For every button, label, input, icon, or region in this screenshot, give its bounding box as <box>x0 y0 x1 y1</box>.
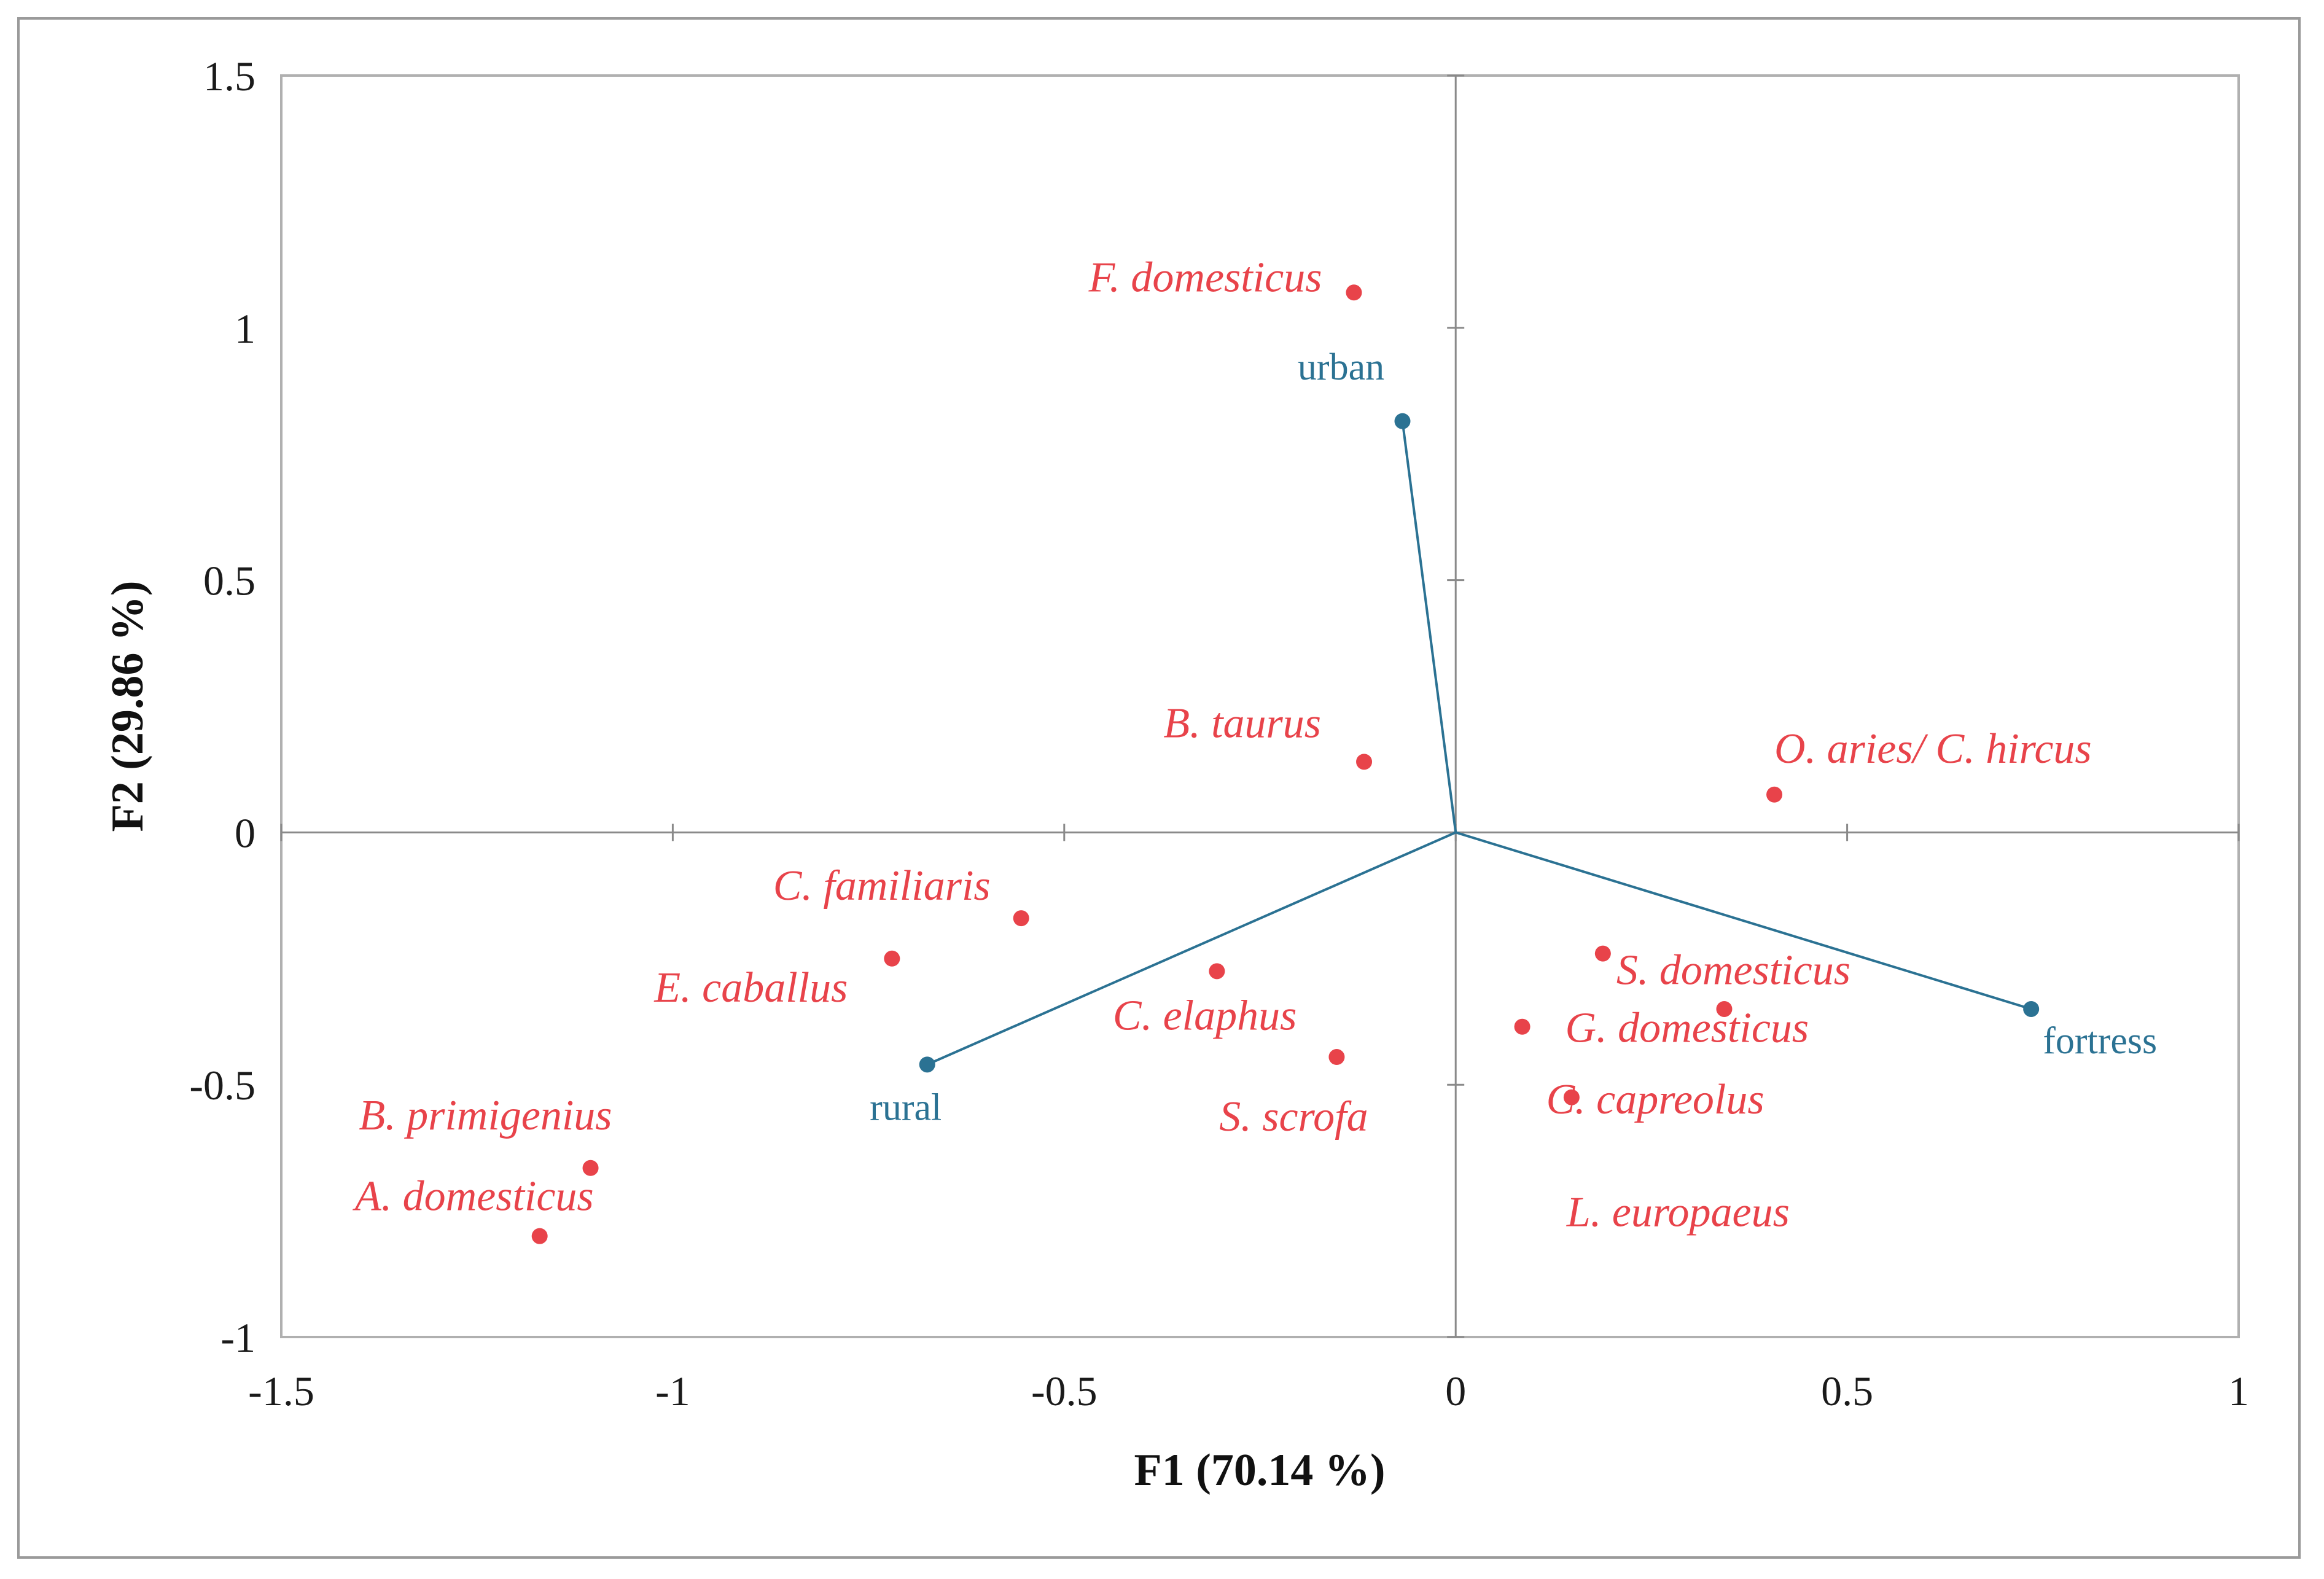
site-vector-fortress <box>1455 831 2032 1010</box>
x-tick-label: -0.5 <box>1031 1368 1098 1414</box>
species-label-o-aries-c-hircus: O. aries/ C. hircus <box>1774 725 2092 773</box>
species-label-e-caballus: E. caballus <box>653 964 848 1012</box>
species-label-a-domesticus: A. domesticus <box>353 1173 594 1220</box>
x-axis-title: F1 (70.14 %) <box>1134 1445 1386 1495</box>
species-label-c-familiaris: C. familiaris <box>773 862 991 910</box>
species-point-s-domesticus <box>1594 945 1611 962</box>
species-point-a-domesticus <box>531 1228 548 1244</box>
data-labels: F. domesticus B. taurus O. aries/ C. hircu… <box>353 254 2157 1236</box>
x-tick-label: 0.5 <box>1821 1368 1873 1414</box>
ticks-layer: -1 -0.5 0 0.5 1 1.5 -1.5 -1 -0.5 0 0.5 1 <box>189 53 2249 1414</box>
site-point-fortress <box>2023 1000 2040 1017</box>
species-label-l-europaeus: L. europaeus <box>1566 1189 1790 1236</box>
y-tick-label: -0.5 <box>189 1062 255 1109</box>
site-label-urban: urban <box>1298 346 1384 388</box>
site-label-fortress: fortress <box>2043 1020 2157 1062</box>
site-vectors <box>919 413 2040 1073</box>
species-label-c-capreolus: C. capreolus <box>1546 1076 1764 1123</box>
chart-frame: -1 -0.5 0 0.5 1 1.5 -1.5 -1 -0.5 0 0.5 1 F. domesti… <box>17 17 2301 1559</box>
biplot-chart: -1 -0.5 0 0.5 1 1.5 -1.5 -1 -0.5 0 0.5 1 F. domesti… <box>103 53 2249 1495</box>
y-tick-label: 1.5 <box>203 53 255 99</box>
species-point-g-domesticus <box>1514 1018 1530 1035</box>
axes-layer <box>281 76 2239 1337</box>
species-point-o-aries-c-hircus <box>1766 786 1783 803</box>
species-label-g-domesticus: G. domesticus <box>1566 1005 1809 1052</box>
y-axis-title: F2 (29.86 %) <box>103 581 153 832</box>
y-tick-label: 1 <box>235 305 255 352</box>
site-vector-rural <box>926 831 1457 1066</box>
species-point-c-capreolus <box>1716 1000 1733 1017</box>
species-point-c-elaphus <box>1209 963 1225 980</box>
site-point-urban <box>1394 413 1411 429</box>
y-tick-label: -1 <box>220 1314 255 1361</box>
species-points <box>531 284 1783 1244</box>
species-point-s-scrofa <box>1328 1049 1345 1066</box>
species-label-b-primigenius: B. primigenius <box>359 1092 612 1139</box>
species-label-b-taurus: B. taurus <box>1163 700 1321 747</box>
species-point-l-europaeus <box>1563 1089 1580 1105</box>
x-tick-label: -1 <box>655 1368 690 1414</box>
species-label-c-elaphus: C. elaphus <box>1113 992 1297 1039</box>
x-tick-label: 1 <box>2228 1368 2249 1414</box>
plot-area <box>280 74 2240 1338</box>
x-tick-label: 0 <box>1445 1368 1466 1414</box>
species-point-e-caballus <box>884 950 900 967</box>
species-point-c-familiaris <box>1013 910 1029 927</box>
species-point-b-primigenius <box>582 1160 599 1176</box>
x-tick-label: -1.5 <box>248 1368 314 1414</box>
site-point-rural <box>919 1056 935 1073</box>
species-label-s-domesticus: S. domesticus <box>1616 947 1850 994</box>
species-point-b-taurus <box>1356 754 1373 770</box>
species-label-f-domesticus: F. domesticus <box>1088 254 1322 301</box>
species-label-s-scrofa: S. scrofa <box>1219 1093 1368 1140</box>
y-tick-label: 0 <box>235 809 255 856</box>
y-tick-label: 0.5 <box>203 558 255 604</box>
species-point-f-domesticus <box>1346 284 1362 301</box>
site-vector-urban <box>1401 421 1457 833</box>
site-label-rural: rural <box>870 1086 942 1128</box>
